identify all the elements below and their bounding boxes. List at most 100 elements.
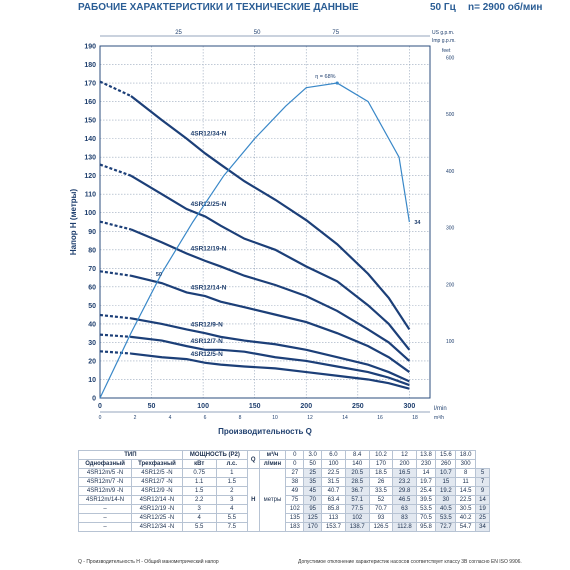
head-value-cell: 93 xyxy=(368,513,394,523)
hp-header: л.с. xyxy=(215,459,249,469)
q-m3h-cell: 15.6 xyxy=(435,450,457,460)
y-tick-label: 20 xyxy=(88,358,96,365)
kw-header: кВт xyxy=(181,459,217,469)
head-value-cell: 35 xyxy=(303,477,323,487)
single-phase-cell: 4SR12m/7 -N xyxy=(77,477,133,487)
top-tick-label: 50 xyxy=(254,30,261,36)
single-phase-cell: – xyxy=(77,513,133,523)
head-value-cell: 14 xyxy=(415,468,437,478)
q-m3h-cell: 3.0 xyxy=(303,450,323,460)
top-tick-label: 75 xyxy=(332,30,339,36)
unit-feet-label: feet xyxy=(442,48,451,54)
three-phase-cell: 4SR12/14 -N xyxy=(131,495,183,505)
lmin-header: л/мин xyxy=(258,459,287,469)
unit-lmin-label: l/min xyxy=(434,406,447,412)
head-value-cell: 183 xyxy=(285,522,305,532)
feet-tick-label: 400 xyxy=(446,169,455,175)
q-header: Q xyxy=(246,450,260,469)
m3h-header: м³/ч xyxy=(258,450,287,460)
y-tick-label: 170 xyxy=(84,81,96,88)
pump-curve-extension xyxy=(99,163,132,177)
q-lmin-cell: 230 xyxy=(415,459,437,469)
head-value-cell: 83 xyxy=(392,513,417,523)
h-header: Н xyxy=(246,468,260,532)
y-tick-label: 30 xyxy=(88,340,96,347)
pump-curve-extension xyxy=(99,333,132,338)
y-tick-label: 40 xyxy=(88,321,96,328)
unit-m3h-label: m³/h xyxy=(434,415,444,421)
head-value-cell: 5 xyxy=(475,468,490,478)
q-m3h-cell: 6.0 xyxy=(321,450,346,460)
head-value-cell: 22.5 xyxy=(321,468,346,478)
efficiency-mark-50: 50 xyxy=(156,272,162,278)
head-value-cell: 28.5 xyxy=(344,477,370,487)
x-tick-label: 150 xyxy=(249,403,261,410)
head-value-cell: 113 xyxy=(321,513,346,523)
q-m3h-cell: 18.0 xyxy=(455,450,477,460)
y-tick-label: 160 xyxy=(84,99,96,106)
head-value-cell: 54.7 xyxy=(455,522,477,532)
pump-curve-extension xyxy=(99,313,132,320)
x-tick-label: 50 xyxy=(148,403,156,410)
head-value-cell: 95 xyxy=(303,504,323,514)
efficiency-mark-34: 34 xyxy=(414,220,421,226)
kw-cell: 1.5 xyxy=(181,486,217,496)
q-lmin-cell: 300 xyxy=(455,459,477,469)
head-value-cell: 126.5 xyxy=(368,522,394,532)
head-value-cell: 77.5 xyxy=(344,504,370,514)
series-label: 4SR12/19-N xyxy=(191,245,227,252)
m3h-tick-label: 0 xyxy=(99,415,102,421)
q-m3h-cell: 0 xyxy=(285,450,305,460)
x-tick-label: 0 xyxy=(98,403,102,410)
q-lmin-cell: 200 xyxy=(392,459,417,469)
head-value-cell: 27 xyxy=(285,468,305,478)
unit-usgpm-label: US g.p.m. xyxy=(432,30,454,36)
feet-tick-label: 100 xyxy=(446,339,455,345)
head-value-cell: 45 xyxy=(303,486,323,496)
head-value-cell: 10.7 xyxy=(435,468,457,478)
head-value-cell: 39.5 xyxy=(415,495,437,505)
single-phase-cell: 4SR12m/5 -N xyxy=(77,468,133,478)
y-tick-label: 120 xyxy=(84,173,96,180)
pump-curve-extension xyxy=(99,220,132,231)
head-value-cell: 25.4 xyxy=(415,486,437,496)
y-tick-label: 140 xyxy=(84,136,96,143)
y-tick-label: 110 xyxy=(85,192,96,199)
head-value-cell: 22.5 xyxy=(455,495,477,505)
hp-cell: 1.5 xyxy=(215,477,249,487)
head-value-cell: 53.5 xyxy=(415,504,437,514)
pump-curve-extension xyxy=(99,270,132,277)
pump-curve xyxy=(130,228,411,362)
head-value-cell: 25 xyxy=(303,468,323,478)
q-lmin-cell: 170 xyxy=(368,459,394,469)
series-label: 4SR12/9-N xyxy=(191,321,223,328)
head-value-cell: 29.8 xyxy=(392,486,417,496)
head-value-cell: 18.5 xyxy=(368,468,394,478)
hp-cell: 4 xyxy=(215,504,249,514)
head-value-cell: 11 xyxy=(455,477,477,487)
single-phase-header: Однофазный xyxy=(77,459,133,469)
table-row: –4SR12/19 -N 3 4 102 95 85.8 77.5 70.7 63 53.5 40.… xyxy=(77,504,490,514)
y-tick-label: 100 xyxy=(84,210,96,217)
kw-cell: 5.5 xyxy=(181,522,217,532)
head-value-cell: 102 xyxy=(285,504,305,514)
three-phase-cell: 4SR12/7 -N xyxy=(131,477,183,487)
head-value-cell: 57.1 xyxy=(344,495,370,505)
kw-cell: 1.1 xyxy=(181,477,217,487)
m3h-tick-label: 6 xyxy=(204,415,207,421)
y-tick-label: 190 xyxy=(84,44,96,51)
head-value-cell: 170 xyxy=(303,522,323,532)
performance-chart: 0102030405060708090100110120130140150160… xyxy=(69,30,456,436)
page-title: РАБОЧИЕ ХАРАКТЕРИСТИКИ И ТЕХНИЧЕСКИЕ ДАН… xyxy=(78,2,359,13)
kw-cell: 3 xyxy=(181,504,217,514)
three-phase-cell: 4SR12/9 -N xyxy=(131,486,183,496)
q-m3h-cell: 13.8 xyxy=(415,450,437,460)
head-value-cell: 85.8 xyxy=(321,504,346,514)
head-value-cell: 52 xyxy=(368,495,394,505)
single-phase-cell: – xyxy=(77,504,133,514)
y-tick-label: 10 xyxy=(88,377,96,384)
y-tick-label: 50 xyxy=(88,303,96,310)
q-lmin-cell: 140 xyxy=(344,459,370,469)
m3h-tick-label: 8 xyxy=(239,415,242,421)
m3h-tick-label: 14 xyxy=(342,415,348,421)
